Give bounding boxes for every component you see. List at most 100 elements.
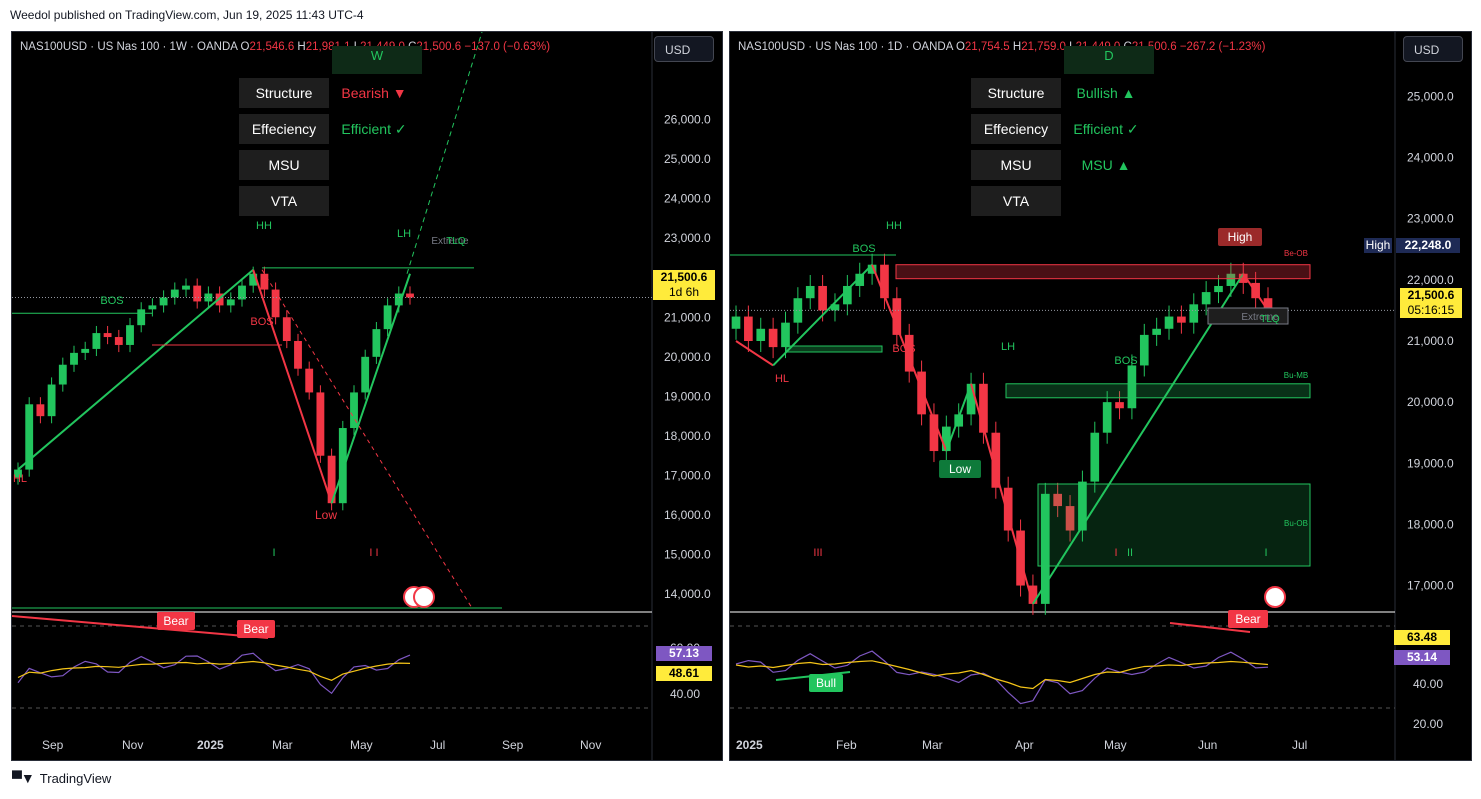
right-chart-svg[interactable]: 25,000.0 24,000.0 23,000.0 22,000.0 21,000.0… (730, 32, 1471, 760)
candle-body (1115, 402, 1124, 409)
bear-divergence-badge-bg (157, 612, 195, 630)
candle-body (731, 316, 741, 329)
candle-body (1040, 493, 1050, 604)
candle-body (58, 364, 67, 385)
candle-body (1003, 487, 1013, 531)
y-tick-label: 17,000.0 (1407, 579, 1454, 593)
x-tick-label: Nov (122, 738, 143, 752)
y-tick-label: 19,000.0 (1407, 456, 1454, 470)
y-tick-label: 20,000.0 (1407, 395, 1454, 409)
candle-body (249, 273, 258, 286)
structure-zigzag (1242, 273, 1269, 311)
candle-body (14, 469, 22, 478)
right-chart-panel[interactable]: 25,000.0 24,000.0 23,000.0 22,000.0 21,000.0… (729, 31, 1472, 761)
table-value: MSU ▲ (1061, 150, 1151, 180)
x-tick-label: May (1104, 738, 1127, 752)
left-structure-table: Structure Bearish ▼ Effeciency Efficient… (239, 78, 419, 216)
candle-body (1127, 365, 1137, 409)
table-key: Effeciency (971, 114, 1061, 144)
candle-body (991, 432, 1001, 488)
right-high-label: High (1364, 238, 1392, 253)
x-tick-label: 2025 (197, 738, 224, 752)
extreme-zone (1207, 307, 1289, 325)
rsi-ma-line (735, 660, 1269, 690)
hl-zone (785, 345, 883, 353)
tlq-label: TLQ (446, 236, 466, 247)
cycle-label: I (272, 547, 275, 559)
candle-body (1164, 316, 1174, 329)
us-flag-icon (413, 586, 435, 608)
candle-body (170, 289, 179, 298)
candle-body (70, 352, 78, 365)
right-last-price-tag: 21,500.6 05:16:15 (1400, 288, 1462, 318)
y-tick-label: 15,000.0 (664, 548, 711, 562)
left-chart-panel[interactable]: 26,000.025,000.024,000.023,000.022,000.0… (11, 31, 723, 761)
candle-body (305, 368, 314, 393)
candle-body (1152, 328, 1161, 335)
rsi-line (17, 652, 411, 695)
y-tick-label: 25,000.0 (664, 152, 711, 166)
candle-body (1226, 273, 1236, 286)
candle-body (114, 337, 123, 345)
high-badge: High (1228, 230, 1253, 244)
bear-divergence-badge-bg (1228, 610, 1268, 628)
right-symbol: NAS100USD · US Nas 100 · 1D · OANDA (738, 41, 953, 53)
bos-label: BOS (250, 316, 273, 328)
left-chart-svg[interactable]: 26,000.025,000.024,000.023,000.022,000.0… (12, 32, 722, 760)
y-tick-label: 23,000.0 (664, 231, 711, 245)
x-tick-label: Jul (430, 738, 445, 752)
y-tick-label: 16,000.0 (664, 508, 711, 522)
left-timeframe-badge: W (332, 46, 422, 74)
candle-body (1177, 316, 1186, 323)
right-currency-button[interactable]: USD (1403, 36, 1463, 62)
candle-body (1263, 298, 1273, 311)
x-tick-label: Jun (1198, 738, 1217, 752)
candle-body (867, 264, 877, 274)
structure-zigzag (252, 269, 333, 504)
x-tick-label: Feb (836, 738, 857, 752)
candle-body (103, 333, 112, 338)
y-tick-label: 26,000.0 (664, 112, 711, 126)
rsi-axis-label: 40.00 (1413, 677, 1443, 691)
candle-body (1028, 585, 1038, 604)
bullish-order-block (1037, 483, 1311, 567)
structure-zigzag (772, 264, 873, 367)
candle-body (182, 285, 190, 290)
structure-zigzag (970, 383, 1034, 605)
y-tick-label: 21,000.0 (1407, 334, 1454, 348)
candle-body (855, 273, 865, 286)
y-tick-label: 20,000.0 (664, 350, 711, 364)
lh-label: LH (1001, 341, 1015, 353)
x-tick-label: 2025 (736, 738, 763, 752)
x-tick-label: Apr (1015, 738, 1034, 752)
extreme-label: Extreme (431, 236, 469, 247)
candle-body (204, 293, 213, 302)
candle-body (830, 304, 840, 311)
candle-body (892, 298, 902, 335)
rsi-axis-label: 40.00 (670, 687, 700, 701)
candle-body (904, 334, 914, 372)
candle-body (768, 328, 778, 348)
low-badge: Low (949, 462, 971, 476)
candle-body (350, 392, 358, 429)
divergence-line (1169, 622, 1251, 633)
candle-body (1201, 292, 1211, 305)
structure-zigzag (945, 383, 973, 452)
publish-info: Weedol published on TradingView.com, Jun… (10, 8, 364, 22)
footer-text: TradingView (39, 770, 112, 786)
left-currency-button[interactable]: USD (654, 36, 714, 62)
bos-label: BOS (100, 295, 123, 307)
candle-body (1065, 506, 1075, 531)
y-tick-label: 24,000.0 (1407, 151, 1454, 165)
y-tick-label: 24,000.0 (664, 192, 711, 206)
rsi-axis-label: 20.00 (1413, 717, 1443, 731)
bullish-mitigation-block (1005, 383, 1311, 399)
y-tick-label: 14,000.0 (664, 587, 711, 601)
candle-body (818, 285, 827, 311)
right-structure-table: Structure Bullish ▲ Effeciency Efficient… (971, 78, 1151, 216)
right-high-value: 22,248.0 (1396, 238, 1460, 253)
x-tick-label: Nov (580, 738, 601, 752)
candle-body (966, 383, 976, 415)
y-tick-label: 18,000.0 (1407, 517, 1454, 531)
table-key: Effeciency (239, 114, 329, 144)
